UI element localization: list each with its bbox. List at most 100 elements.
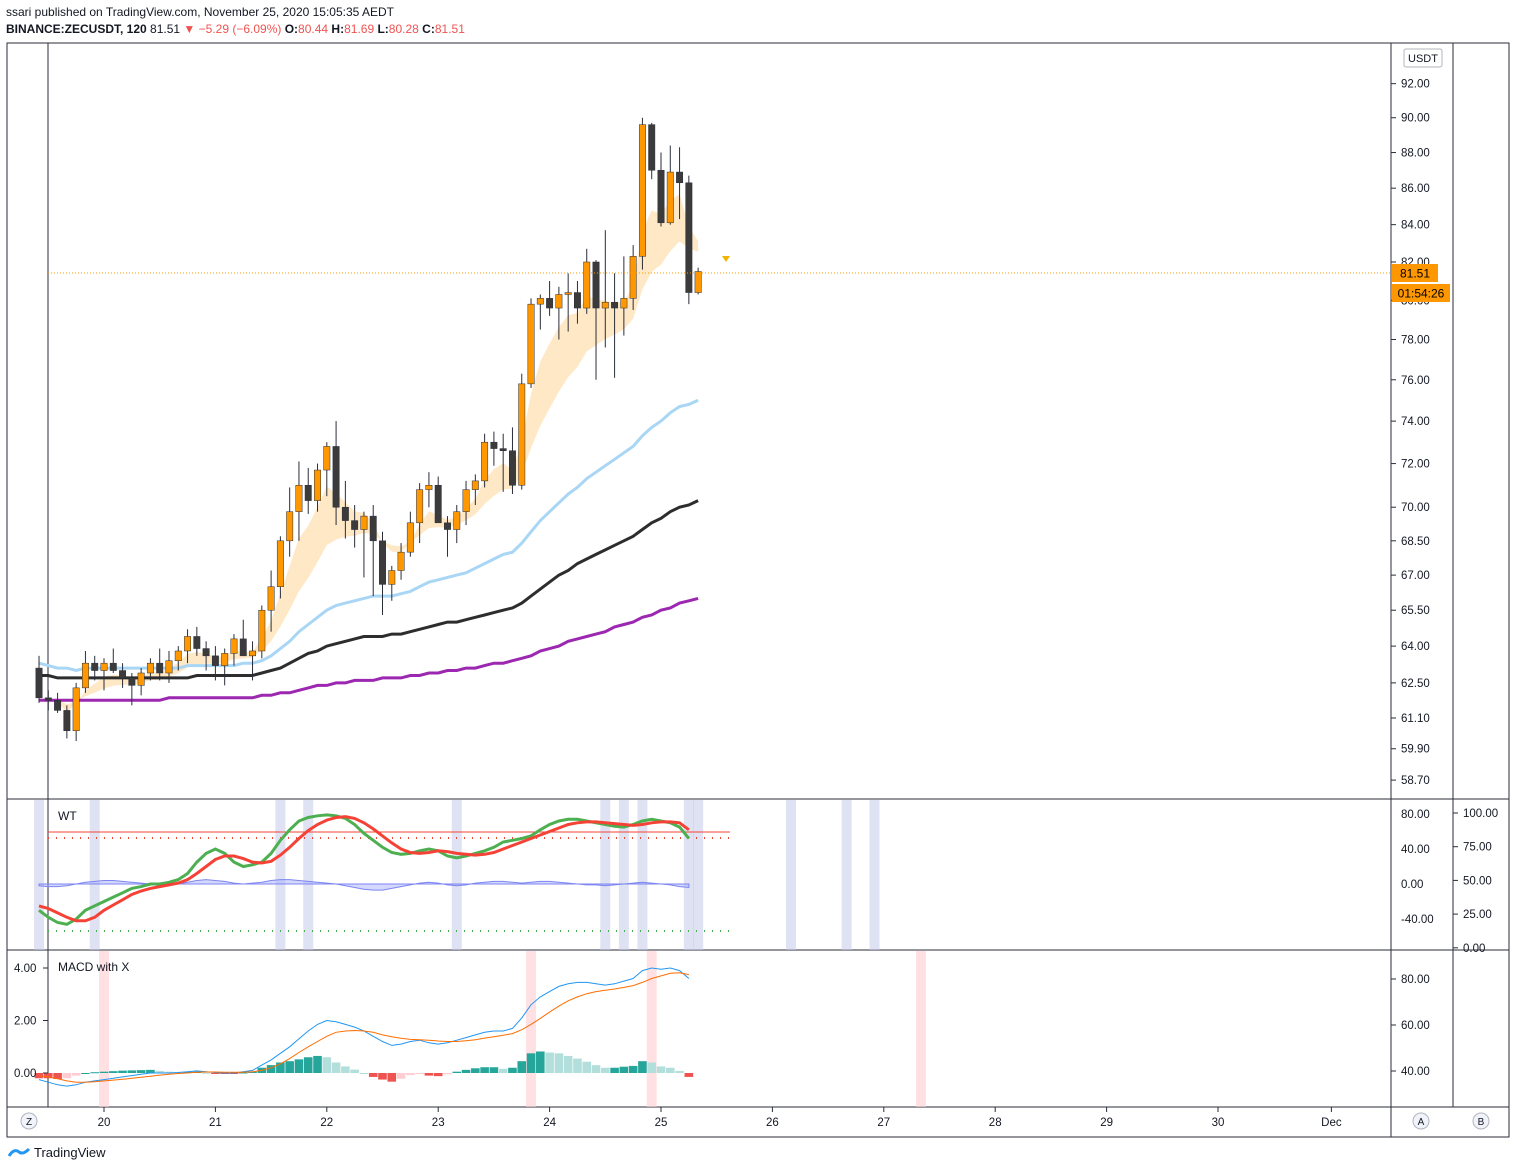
macd-hist-bar: [582, 1061, 592, 1073]
price-tick-label: 74.00: [1401, 416, 1430, 428]
wt-highlights: [34, 800, 880, 950]
price-tick-label: 90.00: [1401, 113, 1430, 125]
candle-body: [592, 261, 600, 309]
macd-label: MACD with X: [58, 960, 129, 974]
price-tick-label: 72.00: [1401, 459, 1430, 471]
wt-highlight-band: [637, 800, 648, 950]
candle-body: [499, 448, 507, 451]
candle-body: [685, 182, 693, 293]
macd-hist-bar: [368, 1073, 378, 1077]
wt-right-tick-label: 25.00: [1463, 909, 1492, 921]
candle-body: [425, 485, 433, 490]
macd-hist-bar: [406, 1073, 415, 1076]
macd-highlight-band: [526, 951, 537, 1107]
macd-hist-bar: [90, 1072, 100, 1074]
wt-axis[interactable]: 80.00 40.00 0.00 -40.00: [1401, 809, 1434, 926]
wt-highlight-band: [89, 800, 100, 950]
wt2-line: [38, 815, 690, 923]
macd-hist-bar: [508, 1067, 517, 1073]
symbol-name[interactable]: BINANCE:ZECUSDT, 120: [6, 22, 147, 36]
log-scale-button[interactable]: Z: [20, 1112, 38, 1130]
candle-body: [286, 511, 294, 542]
macd-hist-bar: [665, 1067, 675, 1073]
wt-highlight-band: [275, 800, 286, 950]
macd-hist-bar: [591, 1065, 601, 1073]
macd-hist-bar: [610, 1067, 619, 1073]
candle-body: [453, 511, 461, 530]
wt-tick-label: 40.00: [1401, 844, 1430, 856]
wt-tick-label: 0.00: [1401, 879, 1423, 891]
time-tick-label: 26: [766, 1117, 779, 1129]
price-tick-label: 86.00: [1401, 183, 1430, 195]
ema-mid-line: [39, 499, 699, 680]
macd-hist-bar: [146, 1069, 155, 1073]
candle-body: [193, 636, 201, 649]
macd-hist-bar: [99, 1071, 109, 1073]
price-tick-label: 88.00: [1401, 148, 1430, 160]
price-tick-label: 84.00: [1401, 220, 1430, 232]
price-tick-label: 64.00: [1401, 641, 1430, 653]
candle-body: [434, 485, 442, 524]
macd-left-tick-label: 4.00: [14, 963, 36, 975]
currency-label: USDT: [1408, 53, 1438, 65]
wt-right-tick-label: 50.00: [1463, 875, 1492, 887]
close-label: C:: [422, 22, 435, 36]
candle-body: [258, 609, 266, 652]
macd-hist-bar: [628, 1065, 638, 1073]
candle-body: [323, 446, 331, 471]
candle-body: [536, 298, 544, 305]
candle-body: [81, 662, 89, 689]
macd-hist-bar: [545, 1052, 554, 1073]
candle-body: [221, 653, 229, 666]
wt-highlight-band: [600, 800, 611, 950]
last-price-tag-text: 81.51: [1400, 267, 1430, 281]
time-tick-label: 25: [655, 1117, 668, 1129]
candle-body: [583, 261, 591, 309]
candle-body: [137, 672, 145, 686]
tradingview-logo[interactable]: TradingView: [8, 1145, 106, 1160]
price-tick-label: 70.00: [1401, 502, 1430, 514]
macd-highlights: [99, 951, 926, 1107]
chart-frame: [6, 42, 1510, 1138]
candle-body: [611, 301, 619, 309]
macd-hist-bar: [266, 1065, 276, 1073]
candle-body: [128, 677, 136, 686]
macd-left-axis[interactable]: 4.00 2.00 0.00: [14, 963, 48, 1080]
price-tick-label: 67.00: [1401, 570, 1430, 582]
time-tick-label: 30: [1212, 1117, 1225, 1129]
candle-body: [471, 480, 479, 490]
candle-body: [657, 170, 665, 224]
macd-highlight-band: [915, 951, 926, 1107]
candle-body: [444, 522, 451, 530]
countdown-tag-text: 01:54:26: [1398, 287, 1445, 301]
candle-body: [629, 256, 637, 299]
signal-marker-icon: [722, 256, 730, 262]
macd-hist-bar: [71, 1073, 81, 1076]
auto-scale-button[interactable]: A: [1412, 1112, 1430, 1130]
close-value: 81.51: [434, 22, 465, 36]
macd-line: [38, 967, 690, 1087]
b-scale-button[interactable]: B: [1472, 1112, 1490, 1130]
macd-hist-bar: [573, 1058, 582, 1073]
time-axis[interactable]: 20 21 22 23 24 25 26 27 28 29 30 Dec: [98, 1107, 1342, 1129]
macd-right-axis[interactable]: 80.00 60.00 40.00: [1391, 974, 1430, 1078]
price-axis[interactable]: 92.0090.0088.0086.0084.0082.0080.0078.00…: [1391, 79, 1430, 787]
candle-body: [100, 662, 108, 671]
price-tick-label: 76.00: [1401, 375, 1430, 387]
macd-hist-bar: [322, 1057, 332, 1073]
wt-highlight-band: [618, 800, 629, 950]
macd-hist-bar: [536, 1051, 545, 1073]
macd-hist-bar: [313, 1055, 322, 1073]
wt-right-axis[interactable]: 100.00 75.00 50.00 25.00 0.00: [1453, 808, 1498, 955]
macd-hist-bar: [220, 1073, 229, 1074]
macd-hist-bar: [684, 1073, 694, 1077]
macd-hist-bar: [517, 1061, 527, 1073]
signal-line: [38, 972, 690, 1083]
time-tick-label: 22: [320, 1117, 333, 1129]
macd-hist-bar: [601, 1067, 610, 1073]
currency-badge[interactable]: USDT: [1403, 48, 1443, 68]
macd-hist-bar: [331, 1062, 341, 1073]
open-value: 80.44: [298, 22, 329, 36]
candle-body: [332, 446, 340, 508]
